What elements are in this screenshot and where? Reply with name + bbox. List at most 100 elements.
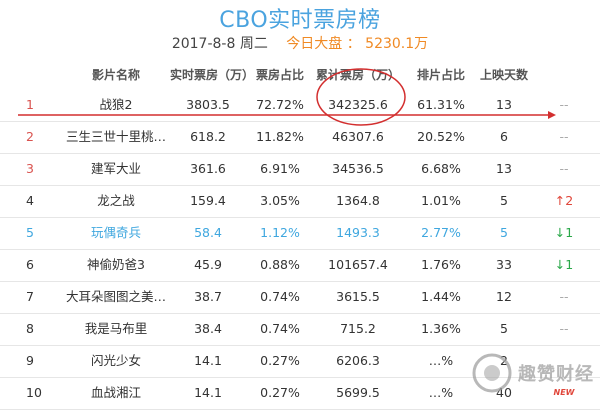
row-realtime-box-office: 38.4 — [194, 321, 222, 336]
row-days-released: 12 — [496, 289, 512, 304]
row-cumulative-box-office: 1493.3 — [336, 225, 380, 240]
row-screening-share: 1.36% — [421, 321, 461, 336]
table-row[interactable]: 9 闪光少女 14.1 0.27% 6206.3…% 2 — [0, 345, 600, 378]
row-rank: 7 — [26, 289, 34, 304]
row-film-name: 我是马布里 — [84, 321, 148, 336]
row-realtime-box-office: 3803.5 — [186, 97, 230, 112]
row-rank-change: -- — [559, 321, 569, 336]
table-header: 影片名称 实时票房（万） 票房占比 累计票房（万） 排片占比 上映天数 — [0, 62, 600, 88]
row-days-released: 6 — [500, 129, 508, 144]
row-rank-change: -- — [559, 289, 569, 304]
row-cumulative-box-office: 46307.6 — [332, 129, 384, 144]
row-screening-share: …% — [428, 385, 454, 400]
row-rank-change: -- — [559, 97, 569, 112]
table-row[interactable]: 2 三生三世十里桃… 618.2 11.82% 46307.6 20.52% 6 -- — [0, 121, 600, 154]
watermark-text: 趣赞财经 — [518, 364, 594, 385]
row-days-released: 13 — [496, 97, 512, 112]
row-film-name: 建军大业 — [90, 161, 141, 176]
daily-total-label: 今日大盘 ： 5230.1万 — [286, 36, 429, 52]
row-rank: 6 — [26, 257, 34, 272]
row-rank-change: ↑2 — [554, 193, 574, 208]
row-film-name: 战狼2 — [99, 97, 133, 112]
row-rank: 3 — [26, 161, 34, 176]
date-and-total: 2017-8-8 周二 今日大盘 ： 5230.1万 — [0, 33, 600, 53]
row-rank-change: NEW — [553, 388, 575, 397]
row-days-released: 13 — [496, 161, 512, 176]
row-rank-change: ↓1 — [554, 257, 574, 272]
row-cumulative-box-office: 5699.5 — [336, 385, 380, 400]
row-realtime-box-office: 14.1 — [194, 385, 222, 400]
row-film-name: 玩偶奇兵 — [90, 225, 141, 240]
row-rank: 8 — [26, 321, 34, 336]
row-rank: 5 — [26, 225, 34, 240]
row-cumulative-box-office: 3615.5 — [336, 289, 380, 304]
header-cumulative-box-office[interactable]: 累计票房（万） — [315, 68, 400, 82]
row-rank-change: ↓1 — [554, 225, 574, 240]
row-box-office-share: 11.82% — [256, 129, 304, 144]
row-box-office-share: 0.27% — [260, 353, 300, 368]
row-cumulative-box-office: 101657.4 — [328, 257, 388, 272]
row-film-name: 龙之战 — [97, 193, 135, 208]
row-screening-share: 20.52% — [417, 129, 465, 144]
row-box-office-share: 0.27% — [260, 385, 300, 400]
row-days-released: 5 — [500, 193, 508, 208]
row-screening-share: 61.31% — [417, 97, 465, 112]
row-cumulative-box-office: 715.2 — [340, 321, 376, 336]
row-box-office-share: 6.91% — [260, 161, 300, 176]
row-box-office-share: 0.88% — [260, 257, 300, 272]
row-screening-share: 1.44% — [421, 289, 461, 304]
row-realtime-box-office: 58.4 — [194, 225, 222, 240]
watermark-logo-icon — [472, 353, 512, 393]
row-days-released: 33 — [496, 257, 512, 272]
header-film-name[interactable]: 影片名称 — [91, 68, 140, 82]
row-rank-change: -- — [559, 161, 569, 176]
row-box-office-share: 72.72% — [256, 97, 304, 112]
row-box-office-share: 3.05% — [260, 193, 300, 208]
row-cumulative-box-office: 6206.3 — [336, 353, 380, 368]
header-box-office-share[interactable]: 票房占比 — [255, 68, 304, 82]
table-row[interactable]: 8 我是马布里 38.4 0.74% 715.2 1.36% 5 -- — [0, 313, 600, 346]
row-screening-share: 6.68% — [421, 161, 461, 176]
row-film-name: 闪光少女 — [90, 353, 141, 368]
row-rank-change: -- — [559, 129, 569, 144]
table-row[interactable]: 4 龙之战 159.4 3.05% 1364.8 1.01% 5 ↑2 — [0, 185, 600, 218]
row-box-office-share: 0.74% — [260, 321, 300, 336]
table-row[interactable]: 1 战狼2 3803.5 72.72% 342325.6 61.31% 13 -- — [0, 89, 600, 122]
row-realtime-box-office: 159.4 — [190, 193, 226, 208]
row-realtime-box-office: 361.6 — [190, 161, 226, 176]
row-cumulative-box-office: 34536.5 — [332, 161, 384, 176]
row-rank: 10 — [26, 385, 42, 400]
row-realtime-box-office: 14.1 — [194, 353, 222, 368]
header-screening-share[interactable]: 排片占比 — [416, 68, 465, 82]
row-screening-share: 1.01% — [421, 193, 461, 208]
page-title: CBO实时票房榜 — [219, 8, 381, 33]
row-film-name: 血战湘江 — [90, 385, 141, 400]
row-box-office-share: 1.12% — [260, 225, 300, 240]
row-film-name: 大耳朵图图之美… — [65, 289, 166, 304]
row-screening-share: 2.77% — [421, 225, 461, 240]
row-rank: 1 — [26, 97, 34, 112]
row-days-released: 5 — [500, 225, 508, 240]
date-label: 2017-8-8 周二 — [171, 36, 268, 52]
watermark: 趣赞财经 — [470, 348, 598, 398]
row-cumulative-box-office: 342325.6 — [328, 97, 388, 112]
row-screening-share: 1.76% — [421, 257, 461, 272]
row-realtime-box-office: 618.2 — [190, 129, 226, 144]
row-rank: 2 — [26, 129, 34, 144]
row-screening-share: …% — [428, 353, 454, 368]
table-row[interactable]: 5 玩偶奇兵 58.4 1.12% 1493.3 2.77% 5 ↓1 — [0, 217, 600, 250]
row-film-name: 三生三世十里桃… — [65, 129, 166, 144]
row-box-office-share: 0.74% — [260, 289, 300, 304]
row-realtime-box-office: 38.7 — [194, 289, 222, 304]
header-realtime-box-office[interactable]: 实时票房（万） — [170, 68, 255, 82]
header-days-released[interactable]: 上映天数 — [479, 68, 528, 82]
table-row[interactable]: 3 建军大业 361.6 6.91% 34536.5 6.68% 13 -- — [0, 153, 600, 186]
row-cumulative-box-office: 1364.8 — [336, 193, 380, 208]
row-rank: 9 — [26, 353, 34, 368]
row-realtime-box-office: 45.9 — [194, 257, 222, 272]
row-rank: 4 — [26, 193, 34, 208]
table-row[interactable]: 7 大耳朵图图之美… 38.7 0.74% 3615.5 1.44% 12 -- — [0, 281, 600, 314]
row-days-released: 5 — [500, 321, 508, 336]
table-row[interactable]: 6 神偷奶爸3 45.9 0.88% 101657.4 1.76% 33 ↓1 — [0, 249, 600, 282]
row-film-name: 神偷奶爸3 — [87, 257, 145, 272]
